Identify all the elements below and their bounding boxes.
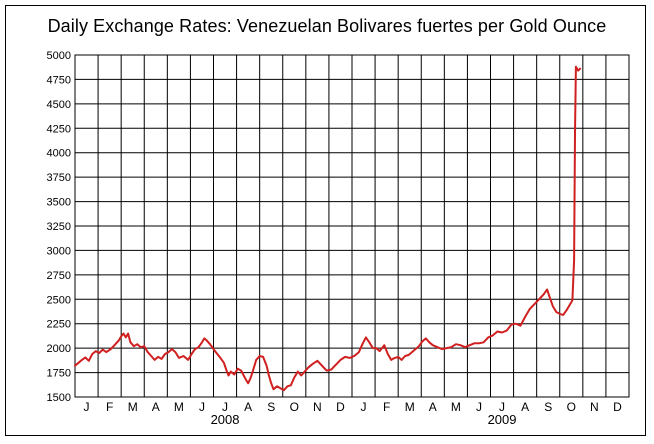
x-tick-label: J	[199, 400, 205, 414]
x-tick-label: J	[222, 400, 228, 414]
x-tick-label: N	[590, 400, 599, 414]
y-tick-label: 3500	[47, 197, 71, 209]
x-tick-label: A	[429, 400, 437, 414]
y-tick-label: 4500	[47, 99, 71, 111]
y-tick-label: 3250	[47, 221, 71, 233]
x-tick-label: A	[152, 400, 160, 414]
y-tick-label: 1750	[47, 368, 71, 380]
plot-border	[74, 54, 630, 398]
x-tick-label: J	[361, 400, 367, 414]
x-tick-label: F	[106, 400, 113, 414]
year-label: 2009	[488, 412, 517, 427]
x-tick-label: A	[244, 400, 252, 414]
y-tick-label: 4000	[47, 148, 71, 160]
x-tick-label: N	[313, 400, 322, 414]
y-tick-label: 2750	[47, 270, 71, 282]
x-tick-label: O	[290, 400, 299, 414]
y-tick-label: 3000	[47, 245, 71, 257]
chart-title: Daily Exchange Rates: Venezuelan Bolivar…	[47, 16, 607, 36]
x-tick-label: D	[613, 400, 622, 414]
x-tick-label: A	[521, 400, 529, 414]
y-tick-label: 4750	[47, 74, 71, 86]
x-tick-label: M	[451, 400, 461, 414]
x-tick-label: M	[174, 400, 184, 414]
y-tick-label: 3750	[47, 172, 71, 184]
x-tick-label: F	[383, 400, 390, 414]
series-group	[74, 65, 582, 392]
y-tick-label: 2500	[47, 294, 71, 306]
x-tick-label: J	[476, 400, 482, 414]
y-tick-label: 1500	[47, 392, 71, 404]
year-label: 2008	[211, 412, 240, 427]
y-tick-label: 5000	[47, 50, 71, 62]
y-tick-label: 2000	[47, 343, 71, 355]
x-tick-label: J	[84, 400, 90, 414]
y-tick-label: 2250	[47, 319, 71, 331]
x-tick-label: S	[267, 400, 275, 414]
series-line	[74, 65, 582, 392]
grid-lines	[75, 54, 629, 398]
x-tick-label: J	[499, 400, 505, 414]
y-tick-label: 4250	[47, 123, 71, 135]
x-tick-label: D	[336, 400, 345, 414]
y-axis-ticks: 1500 1750 2000 2250 2500 2750 3000 3250 3500 3750…	[47, 50, 71, 404]
x-tick-label: M	[128, 400, 138, 414]
x-tick-label: O	[567, 400, 576, 414]
x-tick-label: M	[405, 400, 415, 414]
x-tick-label: S	[544, 400, 552, 414]
